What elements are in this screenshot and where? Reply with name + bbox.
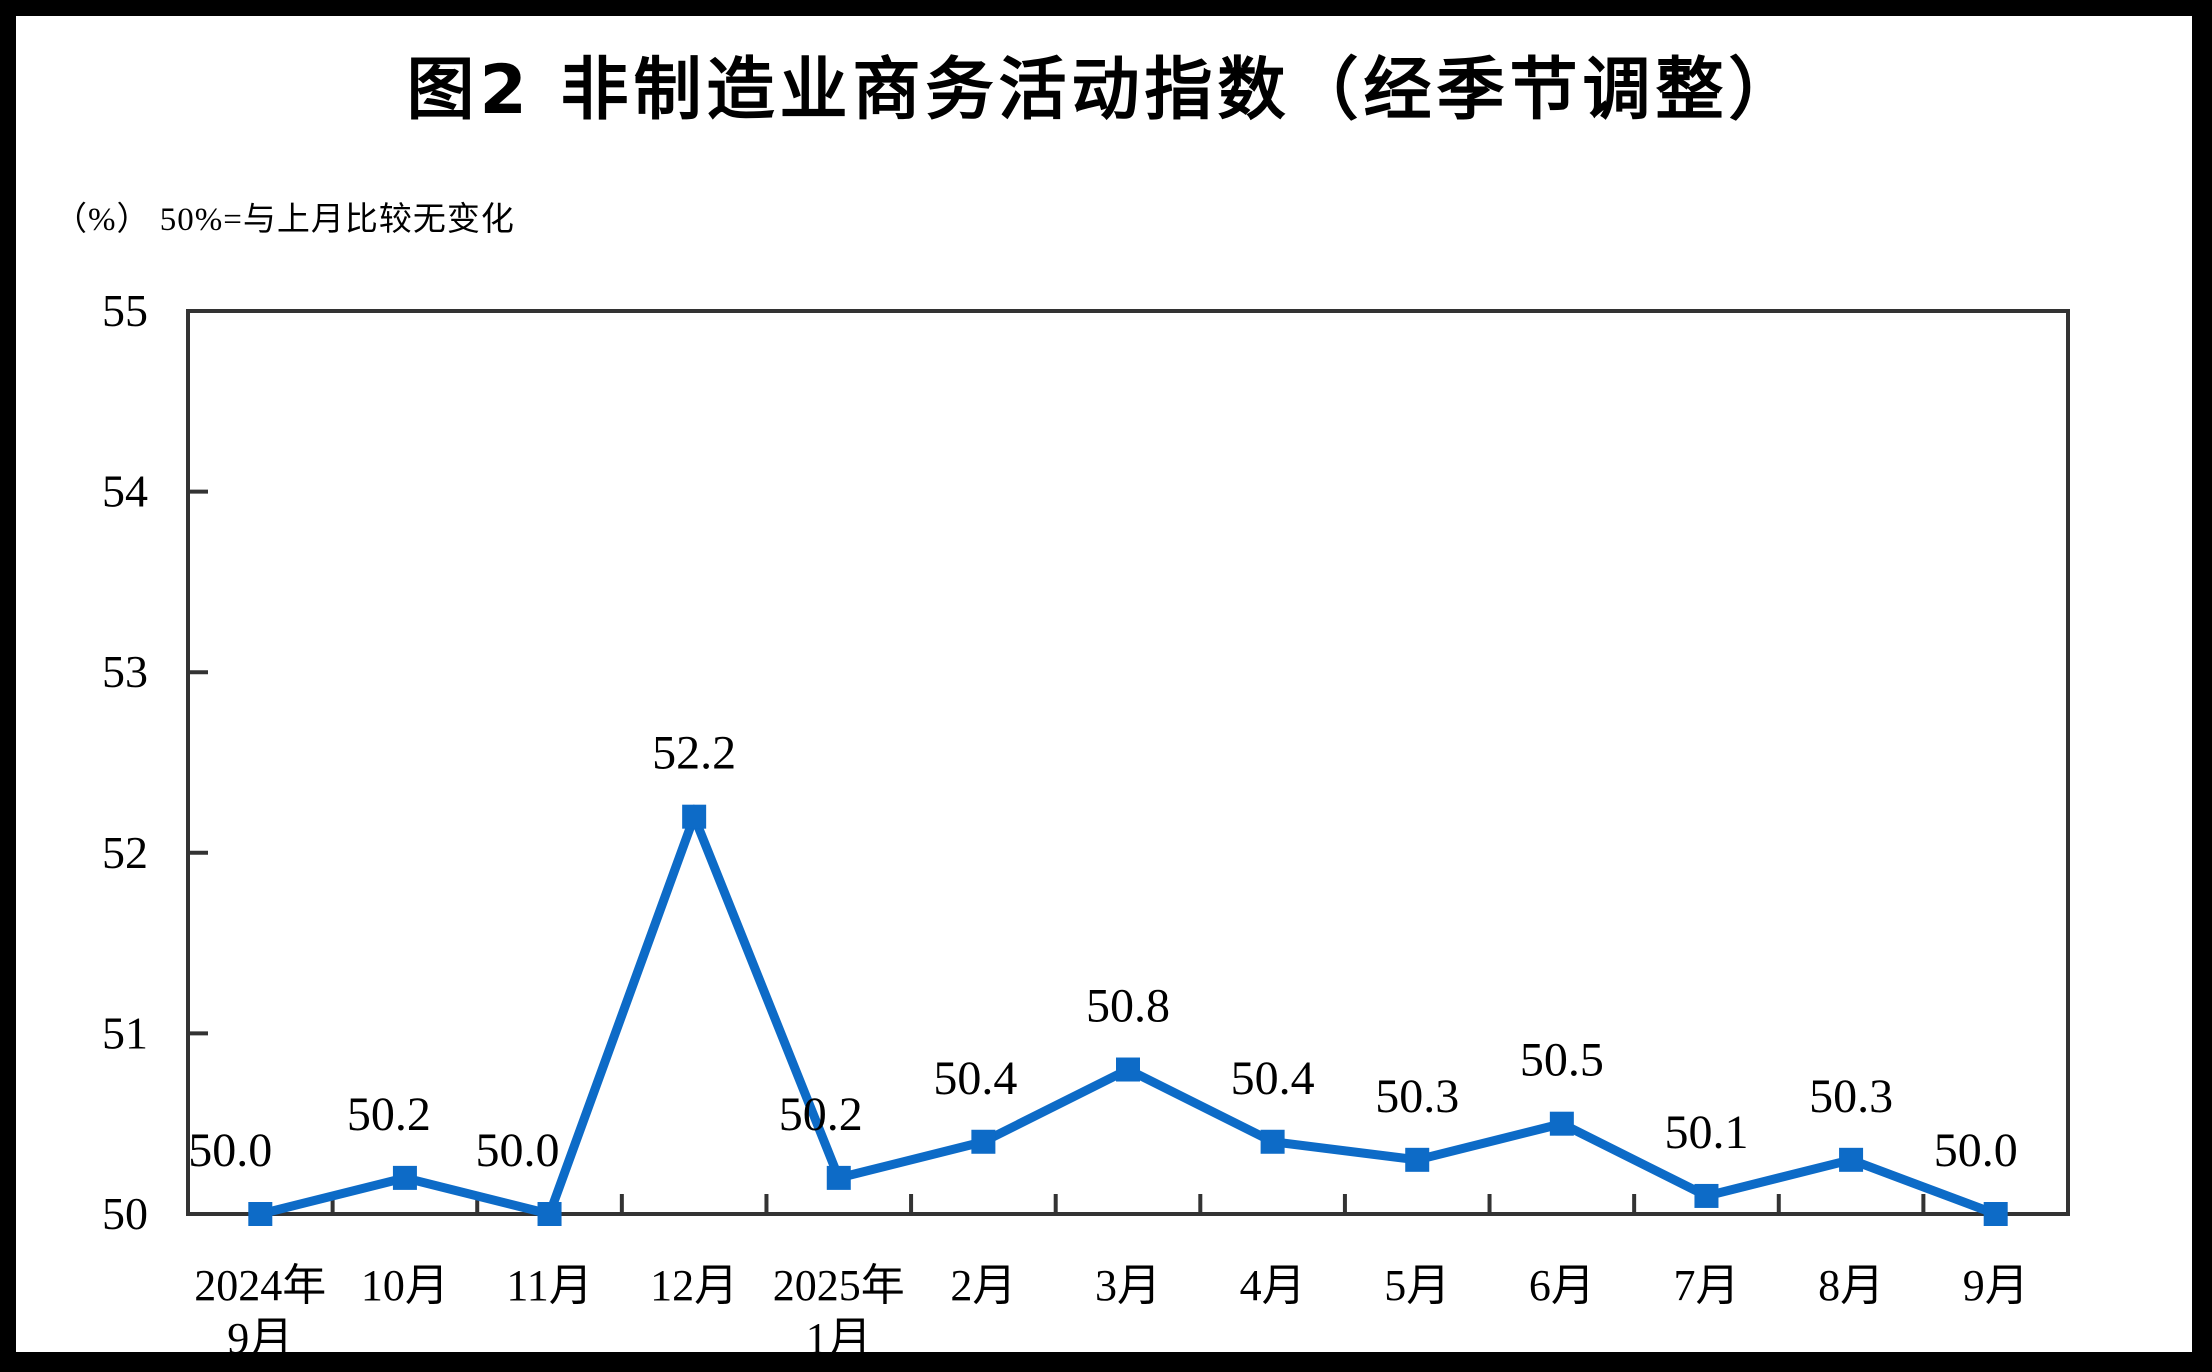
y-tick-label: 50 xyxy=(102,1188,148,1239)
y-tick-label: 53 xyxy=(102,646,148,697)
x-tick-label: 5月 xyxy=(1384,1261,1450,1310)
x-tick-label: 2月 xyxy=(950,1261,1016,1310)
data-point-marker xyxy=(1260,1129,1285,1154)
x-tick-label: 2024年 xyxy=(194,1261,326,1310)
data-point-label: 50.3 xyxy=(1809,1070,1893,1123)
data-point-marker xyxy=(682,804,707,829)
data-point-label: 50.5 xyxy=(1520,1034,1604,1087)
y-tick-label: 54 xyxy=(102,466,148,517)
plot-border xyxy=(186,309,2070,1216)
x-tick-label: 6月 xyxy=(1529,1261,1595,1310)
data-point-marker xyxy=(392,1165,417,1190)
data-point-label: 50.8 xyxy=(1086,980,1170,1033)
x-tick-label: 8月 xyxy=(1818,1261,1884,1310)
data-point-marker xyxy=(1116,1057,1140,1082)
x-tick-label: 3月 xyxy=(1095,1261,1161,1310)
data-point-label: 50.0 xyxy=(476,1124,560,1177)
y-tick-label: 55 xyxy=(102,285,148,336)
data-point-marker xyxy=(971,1129,996,1154)
data-point-label: 50.0 xyxy=(188,1124,272,1177)
x-tick-label: 1月 xyxy=(806,1314,872,1363)
x-tick-label: 9月 xyxy=(1963,1261,2029,1310)
data-point-label: 50.2 xyxy=(779,1088,863,1141)
data-point-label: 50.1 xyxy=(1664,1106,1748,1159)
x-tick-label: 2025年 xyxy=(773,1261,905,1310)
y-tick-label: 52 xyxy=(102,827,148,878)
data-point-label: 50.4 xyxy=(1231,1052,1315,1105)
x-tick-label: 12月 xyxy=(650,1261,738,1310)
x-tick-label: 11月 xyxy=(506,1261,592,1310)
x-tick-label: 10月 xyxy=(361,1261,449,1310)
data-point-marker xyxy=(1983,1202,2008,1226)
data-point-marker xyxy=(1405,1147,1430,1172)
data-point-label: 50.2 xyxy=(347,1088,431,1141)
data-point-label: 50.4 xyxy=(933,1052,1017,1105)
data-point-marker xyxy=(826,1165,851,1190)
data-point-marker xyxy=(1549,1111,1574,1136)
data-point-marker xyxy=(537,1202,562,1226)
data-point-label: 50.0 xyxy=(1934,1124,2018,1177)
y-tick-label: 51 xyxy=(102,1007,148,1058)
data-point-marker xyxy=(1694,1183,1719,1208)
data-point-label: 50.3 xyxy=(1375,1070,1459,1123)
data-point-marker xyxy=(248,1202,273,1226)
axis-unit-note: （%） 50%=与上月比较无变化 xyxy=(54,202,515,238)
data-point-label: 52.2 xyxy=(652,727,736,780)
chart-title: 图2 非制造业商务活动指数（经季节调整） xyxy=(406,51,1802,130)
x-tick-label: 7月 xyxy=(1673,1261,1739,1310)
data-point-marker xyxy=(1839,1147,1864,1172)
x-tick-label: 4月 xyxy=(1240,1261,1306,1310)
x-tick-label: 9月 xyxy=(227,1314,293,1363)
